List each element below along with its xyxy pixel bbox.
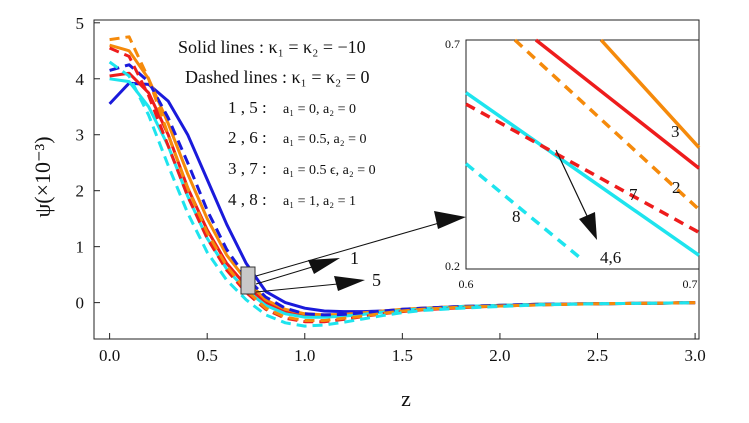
inset-curves	[464, 38, 701, 262]
x-axis-ticks: 0.0 0.5 1.0 1.5 2.0 2.5 3.0	[99, 333, 706, 365]
inset-plot: 0.7 0.2 0.6 0.7 3 7 2 8 4,6	[445, 37, 701, 291]
curve-1-pointer	[255, 263, 323, 285]
y-tick-label: 5	[76, 14, 85, 33]
y-tick-label: 1	[76, 238, 85, 257]
y-tick-label: 0	[76, 294, 85, 313]
inset-series-6-line	[464, 162, 584, 262]
zoom-connector-arrowhead	[434, 211, 466, 229]
inset-y-tick-top: 0.7	[445, 37, 460, 51]
curve-5-pointer	[255, 282, 349, 293]
x-tick-label: 3.0	[684, 346, 705, 365]
dashed-lines-note: Dashed lines : κ₁ = κ₂ = 0	[185, 67, 369, 87]
y-axis-ticks: 0 1 2 3 4 5	[76, 14, 100, 313]
curve-5-label: 5	[372, 270, 381, 290]
inset-label-4-6: 4,6	[600, 248, 621, 267]
case-2-6-params: a₁ = 0.5, a₂ = 0	[283, 132, 366, 147]
inset-series-4-line	[464, 91, 701, 257]
curve-1-label: 1	[350, 248, 359, 268]
case-3-7-params: a₁ = 0.5 ϵ, a₂ = 0	[283, 163, 376, 178]
zoom-region-box	[240, 266, 256, 295]
inset-label-2: 2	[672, 178, 681, 197]
inset-x-tick-left: 0.6	[459, 277, 474, 291]
inset-trend-line	[555, 149, 589, 219]
case-4-8-ids: 4 , 8 :	[228, 190, 267, 209]
inset-label-8: 8	[512, 207, 521, 226]
inset-series-1-line	[599, 38, 701, 149]
inset-y-tick-bottom: 0.2	[445, 259, 460, 273]
x-tick-label: 0.5	[197, 346, 218, 365]
curve-5-arrowhead	[334, 276, 365, 291]
y-tick-label: 2	[76, 182, 85, 201]
case-2-6-ids: 2 , 6 :	[228, 128, 267, 147]
main-curves	[108, 35, 696, 328]
inset-label-7: 7	[629, 185, 638, 204]
x-tick-label: 0.0	[99, 346, 120, 365]
inset-series-2-line	[534, 38, 701, 170]
curve-1-arrowhead	[308, 258, 340, 274]
y-tick-label: 4	[76, 70, 85, 89]
x-tick-label: 1.5	[392, 346, 413, 365]
series-8-line	[108, 60, 696, 328]
x-tick-label: 2.0	[489, 346, 510, 365]
inset-trend-arrowhead	[579, 212, 597, 240]
solid-lines-note: Solid lines : κ₁ = κ₂ = −10	[178, 37, 366, 57]
inset-label-3: 3	[671, 122, 680, 141]
inset-series-3-line	[513, 38, 701, 211]
x-axis-label: z	[401, 386, 411, 411]
y-tick-label: 3	[76, 126, 85, 145]
inset-series-5-line	[465, 102, 700, 234]
annotation-block: Solid lines : κ₁ = κ₂ = −10 Dashed lines…	[178, 37, 376, 209]
case-1-5-ids: 1 , 5 :	[228, 98, 267, 117]
inset-x-tick-right: 0.7	[683, 277, 698, 291]
zoom-connector-line	[255, 218, 454, 277]
inset-frame	[465, 39, 700, 270]
case-4-8-params: a₁ = 1, a₂ = 1	[283, 194, 356, 209]
x-tick-label: 2.5	[587, 346, 608, 365]
case-1-5-params: a₁ = 0, a₂ = 0	[283, 102, 356, 117]
y-axis-label: ψ(×10⁻³)	[30, 136, 55, 217]
x-tick-label: 1.0	[294, 346, 315, 365]
case-3-7-ids: 3 , 7 :	[228, 159, 267, 178]
